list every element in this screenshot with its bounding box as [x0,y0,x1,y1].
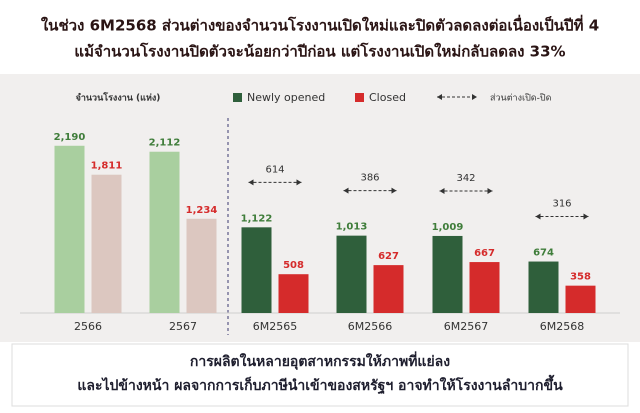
value-label: 627 [378,251,399,262]
value-label: 358 [570,272,591,283]
legend-swatch [355,93,364,102]
bar [432,235,463,313]
footer-line: การผลิตในหลายอุตสาหกรรมให้ภาพที่แย่ลง [190,351,450,370]
legend-label: Newly opened [247,91,325,104]
value-label: 1,013 [336,222,368,233]
value-label: 1,009 [432,222,464,233]
x-tick-label: 2567 [169,320,197,333]
value-label: 674 [533,248,554,259]
bar [186,218,217,313]
value-label: 1,811 [91,161,123,172]
legend-label: Closed [369,91,406,104]
value-label: 508 [283,260,304,271]
difference-label: 614 [265,164,284,175]
footer-box [11,343,629,407]
difference-label: 316 [552,199,571,210]
x-tick-label: 6M2567 [444,320,488,333]
bar [54,145,85,313]
legend-swatch [233,93,242,102]
value-label: 667 [474,248,495,259]
bar [373,265,404,313]
bar [149,151,180,313]
x-tick-label: 6M2566 [348,320,392,333]
difference-label: 342 [456,173,475,184]
bar [241,227,272,313]
bar [278,274,309,313]
bar [469,262,500,313]
subtitle: แม้จำนวนโรงงานปิดตัวจะน้อยกว่าปีก่อน แต่… [74,42,565,61]
bar [528,261,559,313]
value-label: 2,112 [149,138,181,149]
bar [336,235,367,313]
bar [565,285,596,313]
difference-label: 386 [360,173,379,184]
legend-label: ส่วนต่างเปิด-ปิด [490,93,552,104]
x-tick-label: 2566 [74,320,102,333]
value-label: 1,122 [241,213,273,224]
value-label: 1,234 [186,205,218,216]
title: ในช่วง 6M2568 ส่วนต่างของจำนวนโรงงานเปิด… [41,15,599,35]
x-tick-label: 6M2565 [253,320,297,333]
footer-line: และไปข้างหน้า ผลจากการเก็บภาษีนำเข้าของส… [77,374,563,395]
x-tick-label: 6M2568 [540,320,584,333]
y-axis-label: จำนวนโรงงาน (แห่ง) [76,92,161,104]
bar [91,174,122,313]
value-label: 2,190 [54,132,86,143]
